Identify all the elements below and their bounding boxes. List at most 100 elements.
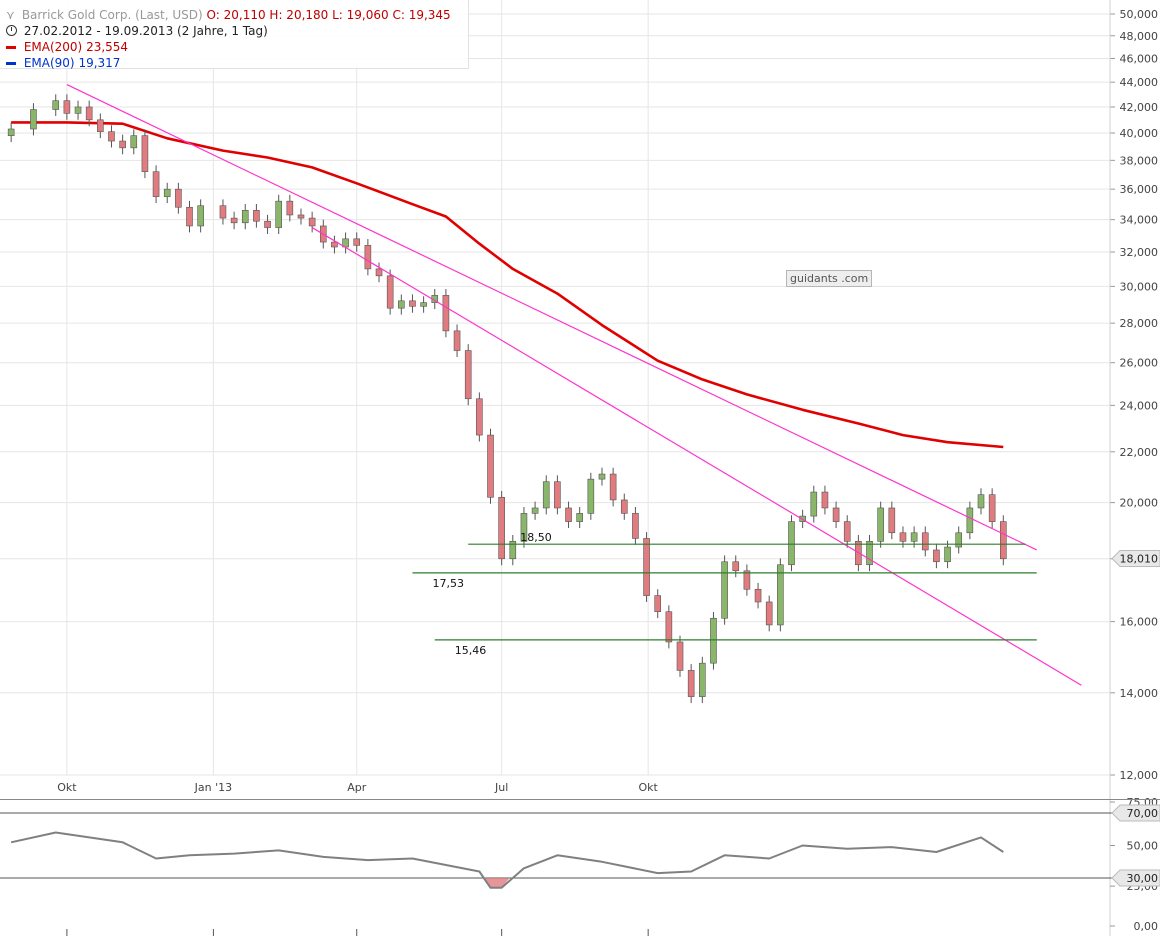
candlesticks — [7, 94, 1007, 704]
candle-down — [219, 205, 227, 219]
candle-down — [821, 491, 829, 509]
candle-up — [598, 473, 606, 480]
legend-ema90-row[interactable]: EMA(90) 19,317 — [6, 55, 120, 71]
price-tick-label: 34,000 — [1120, 214, 1159, 227]
price-tick-label: 12,000 — [1120, 769, 1159, 782]
guidants-watermark[interactable]: guidants .com — [786, 270, 873, 287]
ema200-swatch — [6, 46, 16, 49]
rsi-line — [10, 831, 1004, 889]
price-tick-label: 30,000 — [1120, 280, 1159, 293]
price-tick-label: 26,000 — [1120, 357, 1159, 370]
candle-up — [197, 205, 204, 227]
candle-up — [7, 128, 15, 136]
candle-up — [721, 561, 728, 619]
support-line-label: 18,50 — [520, 531, 552, 544]
price-tick-label: 36,000 — [1120, 183, 1159, 196]
ema-lines — [11, 121, 1004, 449]
support-line-label: 17,53 — [432, 577, 464, 590]
legend-ema200-row[interactable]: EMA(200) 23,554 — [6, 39, 128, 55]
candle-up — [977, 494, 985, 509]
candle-down — [119, 140, 126, 149]
support-line-label: 15,46 — [455, 644, 487, 657]
candle-down — [476, 398, 483, 436]
rsi-level-label: 70,00 — [1127, 807, 1159, 820]
candle-down — [632, 513, 639, 539]
time-axis: Okt Jan '13 Apr Jul Okt — [0, 781, 1160, 936]
price-tick-label: 48,000 — [1120, 30, 1159, 43]
ema200-value: 23,554 — [86, 40, 129, 54]
candle-down — [565, 507, 572, 522]
price-tick-label: 38,000 — [1120, 154, 1159, 167]
candle-down — [554, 481, 561, 509]
candle-up — [30, 109, 37, 130]
last-price-label: 18,010 — [1120, 552, 1159, 565]
price-tick-label: 46,000 — [1120, 52, 1159, 65]
candle-down — [843, 521, 851, 542]
price-tick-label: 20,000 — [1120, 497, 1159, 510]
candle-down — [297, 214, 305, 219]
candle-down — [732, 561, 740, 572]
candle-up — [509, 541, 517, 560]
price-axis: 12,00014,00016,00018,00020,00022,00024,0… — [1109, 0, 1160, 936]
candle-down — [609, 473, 617, 501]
date-range: 27.02.2012 - 19.09.2013 (2 Jahre, 1 Tag) — [23, 24, 268, 38]
candle-up — [699, 662, 706, 697]
price-tick-label: 50,000 — [1120, 8, 1159, 21]
candle-down — [386, 275, 394, 309]
candle-up — [587, 478, 595, 514]
time-tick-label: Apr — [347, 781, 367, 794]
candlestick-icon: ⋎ — [6, 8, 15, 22]
ohlc-values: O: 20,110 H: 20,180 L: 19,060 C: 19,345 — [206, 8, 451, 22]
rsi-level-label: 30,00 — [1127, 872, 1159, 885]
candle-down — [375, 268, 383, 277]
candle-up — [163, 188, 171, 197]
ema200-label: EMA(200) — [23, 40, 83, 54]
trend-and-support-lines: 18,50 17,53 15,46 — [66, 84, 1082, 686]
candle-up — [531, 507, 539, 514]
candle-down — [286, 200, 294, 216]
legend-instrument-row: ⋎ Barrick Gold Corp. (Last, USD) O: 20,1… — [6, 7, 451, 23]
candle-up — [955, 532, 963, 548]
candle-down — [464, 350, 472, 400]
candle-down — [665, 611, 673, 643]
candle-up — [241, 210, 249, 224]
candle-down — [353, 238, 361, 246]
price-tick-label: 42,000 — [1120, 101, 1159, 114]
ema90-swatch — [6, 62, 16, 65]
time-tick-label: Jul — [494, 781, 508, 794]
candle-up — [810, 491, 818, 517]
chart-grid — [0, 0, 1110, 776]
rsi-level-tag — [1111, 804, 1160, 822]
candle-down — [754, 588, 762, 603]
rsi-level-tag — [1111, 869, 1160, 887]
candle-down — [175, 188, 182, 208]
candle-up — [866, 541, 873, 566]
ema200-line — [11, 121, 1004, 449]
candle-up — [777, 564, 784, 626]
clock-icon — [6, 25, 17, 36]
ema90-label: EMA(90) — [23, 56, 75, 70]
candle-down — [933, 549, 940, 563]
candle-up — [52, 100, 60, 110]
price-tick-label: 24,000 — [1120, 399, 1159, 412]
candle-up — [420, 302, 427, 307]
candle-down — [687, 670, 695, 697]
candle-down — [331, 241, 338, 248]
candle-down — [654, 595, 662, 612]
candle-down — [409, 300, 416, 307]
candle-down — [186, 206, 193, 227]
candle-down — [888, 507, 896, 534]
price-tick-label: 22,000 — [1120, 446, 1159, 459]
candle-down — [453, 330, 461, 351]
ema90-value: 19,317 — [78, 56, 121, 70]
candle-up — [710, 617, 717, 664]
price-tick-label: 28,000 — [1120, 317, 1159, 330]
candle-down — [921, 532, 929, 551]
candle-down — [643, 538, 650, 596]
candle-down — [264, 220, 271, 228]
candle-down — [620, 499, 628, 514]
candle-down — [832, 507, 840, 522]
candle-up — [542, 481, 550, 509]
candle-up — [910, 532, 918, 542]
